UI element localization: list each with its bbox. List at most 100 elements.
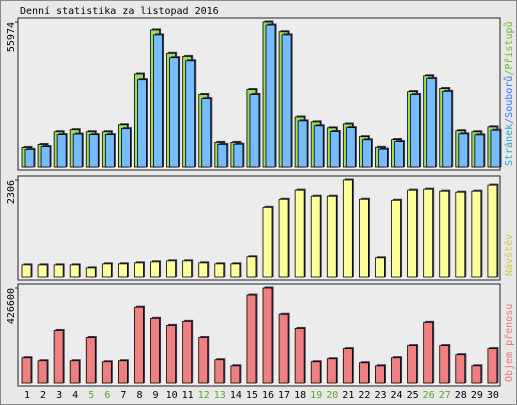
x-tick-label: 4 [72, 390, 78, 401]
bar [134, 306, 144, 384]
bar [455, 354, 466, 384]
bar [342, 348, 353, 384]
x-tick-label: 9 [153, 390, 159, 401]
bar [214, 263, 225, 278]
x-tick-label: 19 [310, 390, 322, 401]
bar [329, 131, 340, 168]
legend-entry: Objem přenosu [503, 304, 515, 382]
x-tick-label: 2 [40, 390, 46, 401]
bar [391, 357, 401, 384]
bar [423, 321, 434, 384]
bar [294, 328, 305, 384]
legend-entry: Návštěv [503, 234, 515, 276]
x-tick-label: 5 [88, 390, 94, 401]
bar [217, 144, 228, 168]
x-tick-label: 26 [423, 390, 435, 401]
legend-entry: /Souborů [503, 76, 515, 124]
bar [442, 90, 453, 168]
bar [137, 79, 147, 168]
x-tick-label: 28 [455, 390, 467, 401]
x-tick-label: 7 [120, 390, 126, 401]
bar [410, 94, 421, 168]
bar [474, 134, 485, 168]
x-tick-label: 22 [358, 390, 370, 401]
y-tick-label: 426600 [6, 288, 17, 324]
bar [150, 317, 160, 384]
bar [150, 261, 160, 278]
bar [313, 125, 324, 168]
x-tick-label: 16 [262, 390, 274, 401]
bar [166, 260, 177, 278]
x-tick-label: 10 [166, 390, 178, 401]
bar [407, 189, 418, 278]
x-tick-label: 21 [342, 390, 354, 401]
x-tick-label: 14 [230, 390, 242, 401]
y-tick-label: 55974 [6, 22, 17, 52]
bar [394, 141, 404, 168]
bar [69, 360, 80, 384]
bar [69, 264, 80, 278]
bar [345, 127, 356, 168]
bar [265, 24, 276, 168]
bar [281, 34, 292, 168]
bar [53, 264, 64, 278]
x-tick-label: 17 [278, 390, 290, 401]
x-tick-label: 24 [391, 390, 403, 401]
bar [166, 324, 177, 384]
bar [118, 263, 128, 278]
bar [21, 264, 32, 278]
panel [17, 283, 501, 387]
bar [262, 287, 273, 384]
bar [487, 184, 498, 278]
bar [375, 365, 385, 384]
x-tick-label: 27 [439, 390, 451, 401]
bar [230, 263, 241, 278]
bar [198, 262, 209, 278]
bar [153, 34, 163, 168]
y-tick-label: 2306 [6, 180, 17, 204]
bar [471, 190, 482, 278]
bar [358, 362, 369, 384]
bar [375, 257, 385, 278]
bar [37, 264, 48, 278]
bar [40, 146, 51, 168]
legend-entry: Stránek [503, 124, 515, 166]
bar [24, 148, 35, 168]
bar [455, 191, 466, 278]
bar [88, 134, 99, 168]
bar [310, 195, 321, 278]
bar [294, 189, 305, 278]
bar [201, 98, 212, 168]
bar [85, 337, 96, 384]
bar [407, 345, 418, 384]
bar [439, 190, 450, 278]
bar [169, 57, 180, 168]
bar [471, 365, 482, 384]
bar [278, 198, 289, 278]
bar [182, 260, 193, 278]
bar [233, 143, 244, 168]
bar [490, 129, 501, 168]
bar [72, 133, 83, 168]
bar [326, 358, 337, 384]
bar [310, 361, 321, 384]
bar [342, 179, 353, 278]
bar [246, 294, 257, 384]
bar [378, 148, 388, 168]
bar [121, 128, 131, 168]
axis-legend: Objem přenosu [503, 304, 515, 382]
legend-entry: /Přístupů [503, 21, 515, 75]
bar [56, 134, 67, 168]
x-tick-label: 1 [24, 390, 30, 401]
x-tick-label: 11 [182, 390, 194, 401]
bar [37, 360, 48, 384]
bar [391, 199, 401, 278]
panel [17, 175, 501, 281]
x-tick-label: 29 [471, 390, 483, 401]
x-tick-label: 25 [407, 390, 419, 401]
x-tick-label: 20 [326, 390, 338, 401]
bar [361, 139, 372, 168]
x-tick-label: 3 [56, 390, 62, 401]
bar [426, 78, 437, 168]
bar [134, 262, 144, 278]
